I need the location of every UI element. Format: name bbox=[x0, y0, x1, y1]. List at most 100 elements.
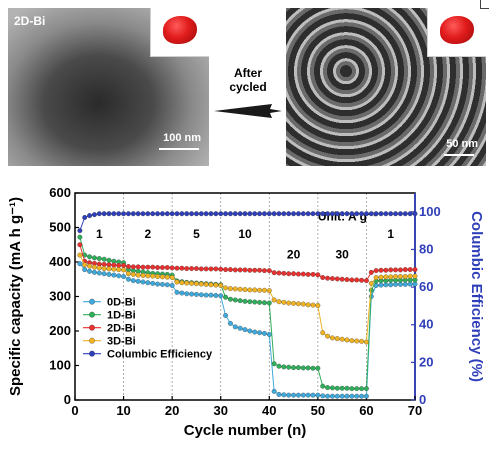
data-point bbox=[291, 211, 297, 217]
y-tick-label: 600 bbox=[49, 185, 71, 200]
data-point bbox=[101, 271, 107, 277]
data-point bbox=[179, 211, 185, 217]
data-point bbox=[393, 267, 399, 273]
data-point bbox=[286, 271, 292, 277]
legend-marker bbox=[89, 311, 95, 318]
data-point bbox=[329, 335, 335, 341]
data-point bbox=[184, 266, 190, 272]
data-point bbox=[227, 296, 233, 302]
after-cycled-line1: After bbox=[233, 66, 262, 80]
data-point bbox=[247, 211, 253, 217]
data-point bbox=[266, 211, 272, 217]
data-point bbox=[378, 211, 384, 217]
red-particle-model-icon bbox=[163, 16, 197, 44]
data-point bbox=[174, 289, 180, 295]
y-tick-label: 300 bbox=[49, 289, 71, 304]
scale-bar bbox=[159, 148, 199, 150]
data-point bbox=[106, 271, 112, 277]
data-point bbox=[310, 302, 316, 308]
data-point bbox=[276, 363, 282, 369]
data-point bbox=[261, 268, 267, 274]
data-point bbox=[329, 276, 335, 282]
data-point bbox=[193, 266, 199, 272]
data-point bbox=[354, 386, 360, 392]
x-tick-label: 70 bbox=[408, 403, 422, 418]
data-point bbox=[383, 267, 389, 273]
scale-bar bbox=[444, 154, 474, 156]
data-point bbox=[169, 283, 175, 288]
data-point bbox=[354, 338, 360, 344]
data-point bbox=[111, 211, 117, 217]
data-point bbox=[349, 393, 355, 399]
data-point bbox=[320, 330, 326, 336]
data-point bbox=[397, 267, 403, 273]
data-point bbox=[359, 386, 365, 392]
data-point bbox=[145, 211, 151, 217]
data-point bbox=[378, 274, 384, 280]
data-point bbox=[96, 211, 102, 217]
data-point bbox=[155, 265, 161, 270]
data-point bbox=[305, 365, 311, 371]
legend-label: 2D-Bi bbox=[107, 323, 136, 335]
data-point bbox=[242, 298, 248, 304]
data-point bbox=[203, 281, 209, 287]
data-point bbox=[286, 364, 292, 370]
data-point bbox=[393, 211, 399, 217]
data-point bbox=[291, 271, 297, 277]
data-point bbox=[121, 267, 127, 273]
data-point bbox=[87, 213, 93, 219]
x-tick-label: 50 bbox=[311, 403, 325, 418]
y2-tick-label: 20 bbox=[419, 354, 433, 369]
data-point bbox=[315, 392, 321, 398]
data-point bbox=[412, 267, 418, 273]
data-point bbox=[237, 298, 243, 304]
data-point bbox=[281, 270, 287, 276]
data-point bbox=[227, 211, 233, 217]
data-point bbox=[295, 211, 301, 217]
y-tick-label: 0 bbox=[64, 392, 71, 407]
data-point bbox=[77, 252, 83, 258]
data-point bbox=[334, 276, 340, 282]
data-point bbox=[359, 338, 365, 344]
data-point bbox=[266, 268, 272, 274]
data-point bbox=[344, 385, 350, 391]
data-point bbox=[155, 211, 161, 217]
data-point bbox=[101, 261, 107, 267]
data-point bbox=[291, 365, 297, 371]
data-point bbox=[227, 320, 233, 326]
data-point bbox=[271, 388, 277, 394]
data-point bbox=[271, 297, 277, 303]
data-point bbox=[383, 274, 389, 280]
data-point bbox=[140, 211, 146, 217]
data-point bbox=[373, 211, 379, 217]
data-point bbox=[329, 385, 335, 391]
data-point bbox=[300, 365, 306, 371]
y-tick-label: 200 bbox=[49, 323, 71, 338]
data-point bbox=[402, 211, 408, 217]
data-point bbox=[286, 392, 292, 398]
data-point bbox=[305, 392, 311, 398]
data-point bbox=[198, 281, 204, 287]
data-point bbox=[130, 264, 136, 270]
data-point bbox=[208, 266, 214, 272]
data-point bbox=[116, 262, 122, 268]
data-point bbox=[101, 266, 107, 272]
data-point bbox=[339, 276, 345, 282]
data-point bbox=[407, 211, 413, 217]
legend-label: 0D-Bi bbox=[107, 297, 136, 309]
data-point bbox=[344, 393, 350, 399]
data-point bbox=[150, 273, 156, 279]
data-point bbox=[198, 292, 204, 298]
data-point bbox=[174, 211, 180, 217]
data-point bbox=[106, 266, 112, 272]
data-point bbox=[266, 300, 272, 306]
rate-label: 5 bbox=[193, 227, 200, 241]
data-point bbox=[412, 281, 418, 287]
data-point bbox=[334, 385, 340, 391]
data-point bbox=[232, 286, 238, 292]
data-point bbox=[130, 211, 136, 217]
data-point bbox=[125, 264, 131, 269]
data-point bbox=[354, 211, 360, 217]
data-point bbox=[82, 262, 88, 268]
data-point bbox=[135, 211, 141, 217]
